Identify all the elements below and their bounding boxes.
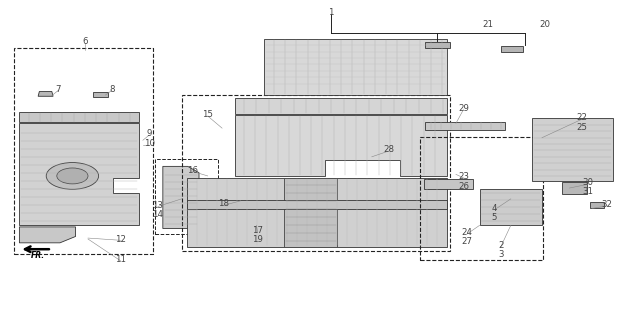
Text: 12: 12 bbox=[115, 235, 126, 244]
Text: 26: 26 bbox=[458, 182, 469, 191]
Polygon shape bbox=[425, 42, 450, 49]
Text: 18: 18 bbox=[219, 199, 229, 208]
Polygon shape bbox=[562, 182, 587, 195]
Polygon shape bbox=[425, 122, 504, 130]
Bar bbox=[181, 95, 450, 251]
Text: 29: 29 bbox=[458, 104, 469, 113]
Polygon shape bbox=[264, 39, 447, 95]
Text: 4: 4 bbox=[492, 204, 498, 213]
Text: 14: 14 bbox=[152, 210, 163, 219]
Text: 2: 2 bbox=[498, 241, 504, 250]
Polygon shape bbox=[186, 200, 447, 209]
Text: 32: 32 bbox=[601, 200, 612, 209]
Text: 8: 8 bbox=[109, 85, 114, 94]
Text: 17: 17 bbox=[252, 226, 263, 235]
Text: 24: 24 bbox=[462, 228, 472, 237]
Text: 19: 19 bbox=[252, 235, 263, 244]
Text: 5: 5 bbox=[492, 213, 498, 222]
Circle shape bbox=[46, 163, 99, 189]
Polygon shape bbox=[501, 46, 523, 52]
Polygon shape bbox=[19, 123, 139, 225]
Polygon shape bbox=[479, 189, 542, 225]
Text: 3: 3 bbox=[498, 250, 504, 259]
Polygon shape bbox=[234, 115, 447, 176]
Text: 7: 7 bbox=[56, 85, 61, 94]
Text: 13: 13 bbox=[152, 201, 163, 210]
Text: 22: 22 bbox=[576, 114, 587, 123]
Text: 31: 31 bbox=[582, 188, 594, 196]
Text: 23: 23 bbox=[458, 172, 469, 181]
Bar bbox=[14, 48, 153, 254]
Text: 25: 25 bbox=[576, 123, 587, 132]
Polygon shape bbox=[284, 178, 338, 247]
Text: 30: 30 bbox=[582, 179, 594, 188]
Text: 9: 9 bbox=[146, 129, 152, 138]
Polygon shape bbox=[590, 202, 604, 208]
Polygon shape bbox=[532, 118, 613, 181]
Text: 16: 16 bbox=[188, 166, 198, 175]
Polygon shape bbox=[38, 92, 53, 96]
Text: 11: 11 bbox=[115, 255, 126, 264]
Text: 10: 10 bbox=[144, 139, 154, 148]
Polygon shape bbox=[424, 179, 473, 189]
Polygon shape bbox=[19, 227, 76, 243]
Polygon shape bbox=[186, 178, 447, 247]
Polygon shape bbox=[19, 112, 139, 123]
Text: 27: 27 bbox=[462, 237, 472, 246]
Polygon shape bbox=[93, 92, 108, 97]
Polygon shape bbox=[163, 166, 199, 228]
Text: 15: 15 bbox=[202, 110, 213, 119]
Text: 21: 21 bbox=[483, 20, 494, 29]
Text: 20: 20 bbox=[539, 20, 550, 29]
Polygon shape bbox=[234, 98, 447, 114]
Bar bbox=[420, 137, 543, 260]
Circle shape bbox=[57, 168, 88, 184]
Bar bbox=[155, 159, 218, 234]
Text: 1: 1 bbox=[329, 8, 334, 17]
Text: FR.: FR. bbox=[31, 252, 45, 260]
Text: 6: 6 bbox=[82, 37, 88, 46]
Text: 28: 28 bbox=[383, 145, 394, 154]
